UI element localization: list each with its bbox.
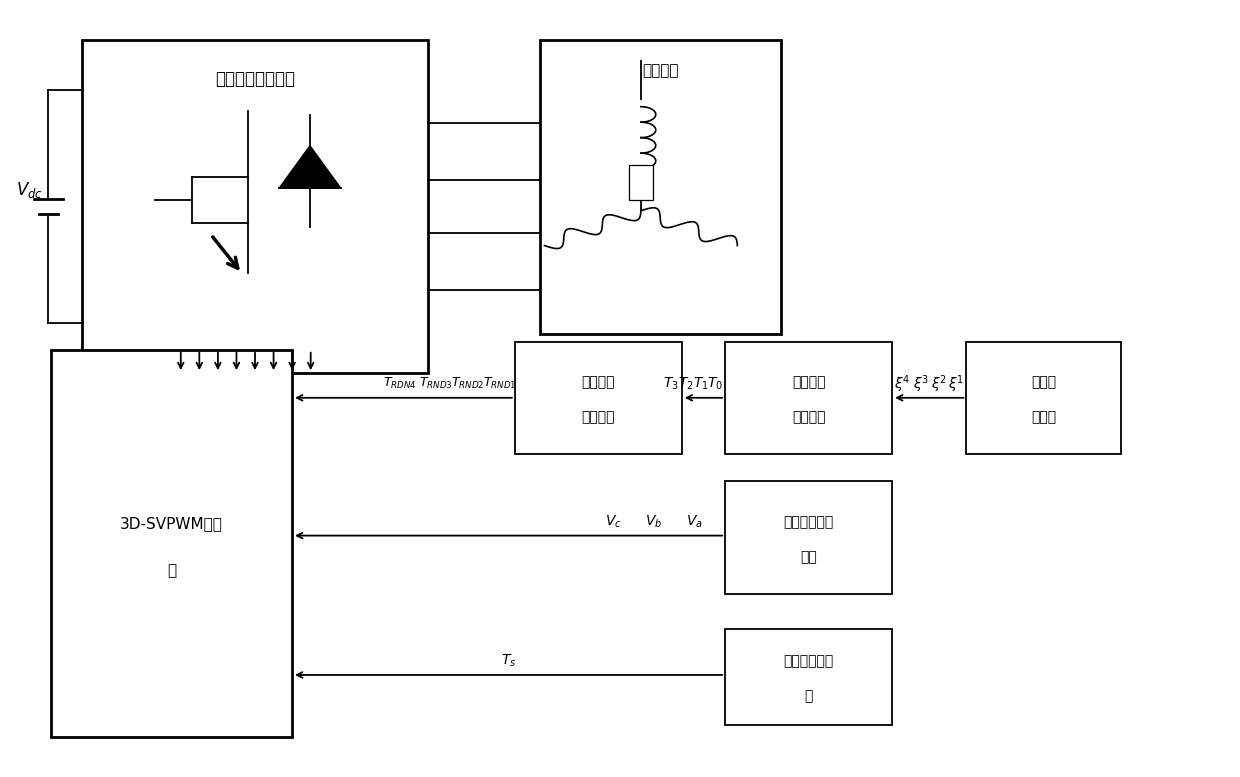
Bar: [966, 342, 1121, 455]
Text: $\xi^1$: $\xi^1$: [949, 373, 965, 395]
Text: 三相四桥臂逆变器: 三相四桥臂逆变器: [215, 69, 295, 88]
Bar: [82, 40, 428, 373]
Text: 3D-SVPWM发生: 3D-SVPWM发生: [120, 517, 223, 531]
Text: 发生器: 发生器: [1032, 410, 1056, 424]
Text: 阻感负载: 阻感负载: [642, 64, 678, 78]
Text: $T_s$: $T_s$: [501, 653, 516, 669]
Text: 矢量作用: 矢量作用: [792, 376, 826, 390]
Text: 时间模块: 时间模块: [792, 410, 826, 424]
Bar: [629, 165, 653, 200]
Text: $\xi^3$: $\xi^3$: [913, 373, 929, 395]
Bar: [725, 482, 893, 594]
Bar: [515, 342, 682, 455]
Text: $\xi^2$: $\xi^2$: [931, 373, 947, 395]
Bar: [725, 629, 893, 725]
Text: 三相正弦波发: 三相正弦波发: [784, 515, 833, 529]
Polygon shape: [279, 146, 341, 188]
Text: 时间模块: 时间模块: [582, 410, 615, 424]
Bar: [51, 350, 293, 737]
Text: 器: 器: [167, 563, 176, 578]
Text: 开关动作: 开关动作: [582, 376, 615, 390]
Text: $T_{RND3}$: $T_{RND3}$: [419, 376, 453, 392]
Text: $T_3$: $T_3$: [663, 375, 678, 392]
Bar: [725, 342, 893, 455]
Text: $V_a$: $V_a$: [686, 514, 703, 530]
Bar: [539, 40, 781, 334]
Text: $T_{RND2}$: $T_{RND2}$: [451, 376, 485, 392]
Text: $V_{dc}$: $V_{dc}$: [16, 180, 43, 200]
Text: 随机数: 随机数: [1032, 376, 1056, 390]
Text: $T_2$: $T_2$: [678, 375, 693, 392]
Text: $\xi^4$: $\xi^4$: [894, 373, 910, 395]
Text: $T_1$: $T_1$: [693, 375, 708, 392]
Text: 生器: 生器: [800, 550, 817, 564]
Text: $T_{RDN4}$: $T_{RDN4}$: [383, 376, 417, 392]
Text: $T_{RND1}$: $T_{RND1}$: [484, 376, 517, 392]
Text: 期: 期: [805, 689, 813, 703]
Text: $V_b$: $V_b$: [645, 514, 662, 530]
Text: 逆变器开关周: 逆变器开关周: [784, 654, 833, 668]
Text: $T_0$: $T_0$: [707, 375, 723, 392]
Text: $V_c$: $V_c$: [605, 514, 622, 530]
